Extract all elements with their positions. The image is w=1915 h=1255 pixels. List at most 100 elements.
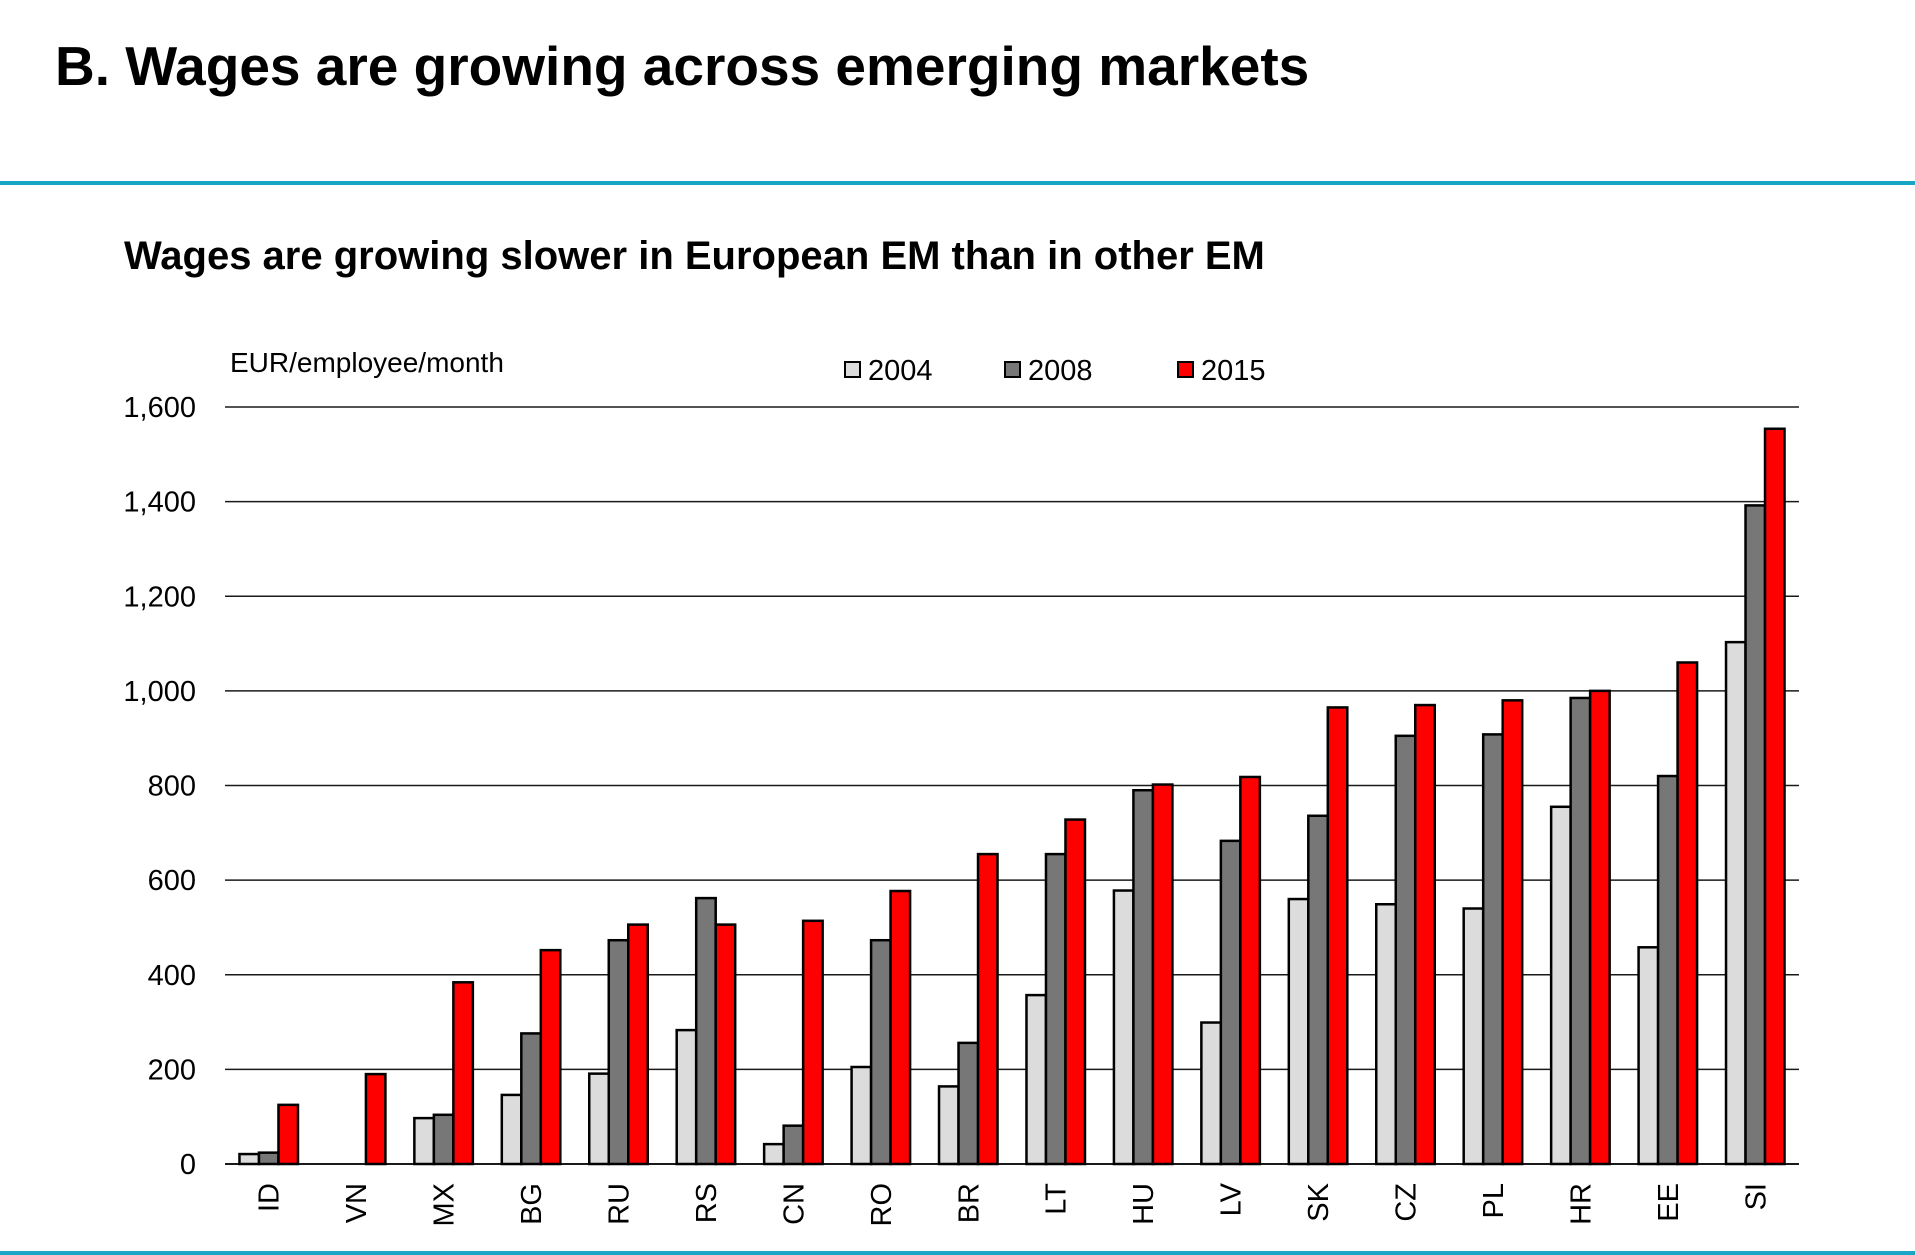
bar-lt-2015 <box>1064 818 1087 1166</box>
x-tick-label: SI <box>1740 1183 1772 1210</box>
bar-cz-2008 <box>1394 734 1417 1166</box>
bar-group-hr <box>1549 689 1611 1166</box>
bar-group-ru <box>588 923 649 1166</box>
bar-lt-2008 <box>1044 852 1067 1166</box>
y-tick-label: 400 <box>148 960 196 992</box>
bar-ro-2004 <box>850 1065 873 1166</box>
legend-label: 2004 <box>868 355 933 387</box>
x-tick-label: MX <box>429 1183 461 1227</box>
bar-group-lt <box>1025 818 1087 1166</box>
bar-group-si <box>1724 427 1786 1166</box>
bar-sk-2004 <box>1287 897 1310 1166</box>
bar-group-hu <box>1112 783 1174 1166</box>
bar-id-2004 <box>238 1152 261 1166</box>
bar-mx-2004 <box>413 1116 436 1166</box>
x-tick-label: RS <box>691 1183 723 1223</box>
bar-mx-2015 <box>452 981 475 1166</box>
bar-si-2004 <box>1724 640 1747 1166</box>
x-tick-label: BR <box>953 1183 985 1223</box>
x-tick-label: EE <box>1653 1183 1685 1222</box>
legend-label: 2015 <box>1201 355 1266 387</box>
y-tick-label: 0 <box>180 1149 196 1181</box>
bar-hu-2015 <box>1151 783 1174 1166</box>
x-tick-label: CZ <box>1391 1183 1423 1222</box>
bar-group-br <box>937 852 999 1166</box>
bar-ru-2004 <box>588 1072 610 1166</box>
bar-br-2015 <box>976 852 999 1166</box>
bar-si-2015 <box>1763 427 1786 1166</box>
legend-label: 2008 <box>1028 355 1093 387</box>
bar-si-2008 <box>1744 504 1767 1166</box>
bar-hr-2008 <box>1569 696 1592 1166</box>
x-tick-label: LV <box>1216 1182 1248 1216</box>
y-axis-ticks: 0 200 400 600 800 1,000 1,200 1,400 1,600 <box>123 392 196 1181</box>
bar-cn-2008 <box>782 1124 805 1166</box>
bar-id-2015 <box>277 1103 300 1166</box>
bar-cz-2015 <box>1414 703 1436 1166</box>
legend-swatch <box>1177 361 1194 378</box>
x-tick-label: BG <box>516 1183 548 1225</box>
bar-hr-2004 <box>1549 805 1572 1166</box>
bars <box>238 427 1786 1166</box>
y-tick-label: 800 <box>148 771 196 803</box>
legend-swatch <box>844 361 861 378</box>
legend-swatch <box>1004 361 1021 378</box>
footer-divider <box>0 1251 1915 1255</box>
bar-group-rs <box>675 896 737 1166</box>
bar-hr-2015 <box>1588 689 1611 1166</box>
bar-group-lv <box>1200 775 1262 1166</box>
bar-cn-2004 <box>762 1142 785 1166</box>
bar-sk-2008 <box>1307 814 1330 1166</box>
bar-lt-2004 <box>1025 993 1048 1166</box>
slide-title: B. Wages are growing across emerging mar… <box>55 35 1310 97</box>
y-tick-label: 200 <box>148 1054 196 1086</box>
x-tick-label: CN <box>778 1183 810 1225</box>
bar-ro-2008 <box>869 938 892 1166</box>
x-tick-label: ID <box>254 1183 286 1212</box>
bar-cz-2004 <box>1375 903 1397 1166</box>
gridlines <box>225 406 1799 1165</box>
y-tick-label: 600 <box>148 865 196 897</box>
x-tick-label: PL <box>1478 1183 1510 1218</box>
y-tick-label: 1,400 <box>123 487 196 519</box>
bar-sk-2015 <box>1326 706 1349 1166</box>
x-tick-label: HR <box>1565 1183 1597 1225</box>
y-axis-label: EUR/employee/month <box>230 347 504 378</box>
bar-br-2008 <box>957 1041 980 1166</box>
bar-bg-2008 <box>520 1032 543 1166</box>
bar-cn-2015 <box>801 919 824 1166</box>
y-tick-label: 1,600 <box>123 392 196 424</box>
y-tick-label: 1,000 <box>123 676 196 708</box>
bar-group-id <box>238 1103 300 1166</box>
bar-lv-2008 <box>1219 839 1242 1166</box>
bar-br-2004 <box>937 1085 960 1166</box>
bar-id-2008 <box>257 1151 280 1166</box>
chart-title: Wages are growing slower in European EM … <box>124 234 1265 278</box>
x-tick-label: RU <box>604 1183 636 1225</box>
legend-item-2004: 2004 <box>844 355 933 387</box>
x-tick-label: SK <box>1303 1182 1335 1221</box>
legend-item-2015: 2015 <box>1177 355 1266 387</box>
bar-group-vn <box>364 1072 387 1166</box>
bar-hu-2004 <box>1112 889 1135 1166</box>
bar-mx-2008 <box>432 1113 455 1166</box>
bar-ru-2008 <box>607 938 630 1166</box>
bar-group-pl <box>1462 699 1524 1166</box>
x-tick-label: RO <box>866 1183 898 1227</box>
bar-bg-2015 <box>539 948 562 1166</box>
x-axis-ticks: ID VN MX BG RU RS CN RO BR LT HU LV SK CZ PL HR EE SI <box>254 1182 1773 1226</box>
bar-vn-2015 <box>364 1072 387 1166</box>
bar-group-cn <box>762 919 824 1166</box>
bar-rs-2015 <box>714 923 737 1166</box>
legend: 2004 2008 2015 <box>844 355 1266 387</box>
y-tick-label: 1,200 <box>123 581 196 613</box>
bar-group-mx <box>413 981 475 1166</box>
bar-rs-2008 <box>694 896 717 1166</box>
bar-ro-2015 <box>889 889 912 1166</box>
bar-lv-2004 <box>1200 1021 1223 1166</box>
x-tick-label: HU <box>1128 1183 1160 1225</box>
bar-pl-2008 <box>1481 733 1504 1166</box>
bar-pl-2015 <box>1501 699 1524 1166</box>
bar-group-cz <box>1375 703 1436 1166</box>
